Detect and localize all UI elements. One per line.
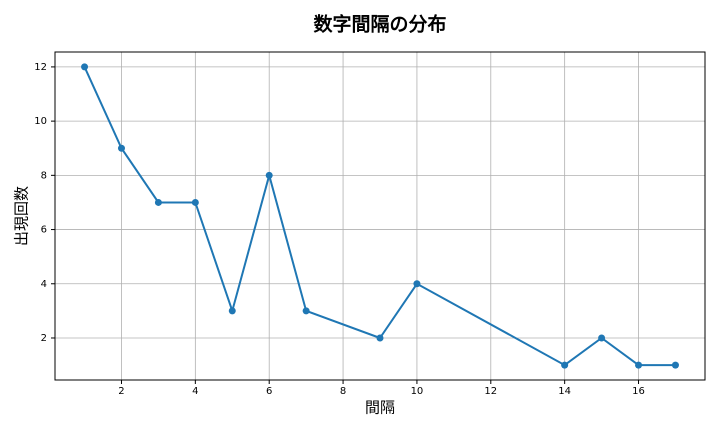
x-tick-label: 10 [411,386,424,397]
y-tick-label: 2 [41,333,47,344]
point [671,361,679,369]
point [117,144,125,152]
plot-frame [54,51,706,381]
x-tick-label: 4 [192,386,198,397]
point [561,361,569,369]
x-axis-label: 間隔 [365,399,395,417]
x-tick-label: 12 [484,386,497,397]
point [154,198,162,206]
point [376,334,384,342]
x-tick-label: 8 [340,386,346,397]
point [635,361,643,369]
point [413,280,421,288]
y-tick-label: 12 [34,62,47,73]
x-tick-label: 6 [266,386,272,397]
line [83,66,676,367]
point [228,307,236,315]
y-axis-label: 出現回数 [13,186,31,246]
point [81,63,89,71]
x-tick-label: 14 [558,386,571,397]
point [302,307,310,315]
y-tick-label: 6 [41,225,47,236]
y-tick-label: 8 [41,170,47,181]
point [265,171,273,179]
chart-title: 数字間隔の分布 [313,13,446,36]
y-tick-label: 4 [41,279,47,290]
x-tick-label: 2 [118,386,124,397]
y-tick-label: 10 [34,116,47,127]
x-tick-label: 16 [632,386,645,397]
point [598,334,606,342]
point [191,198,199,206]
